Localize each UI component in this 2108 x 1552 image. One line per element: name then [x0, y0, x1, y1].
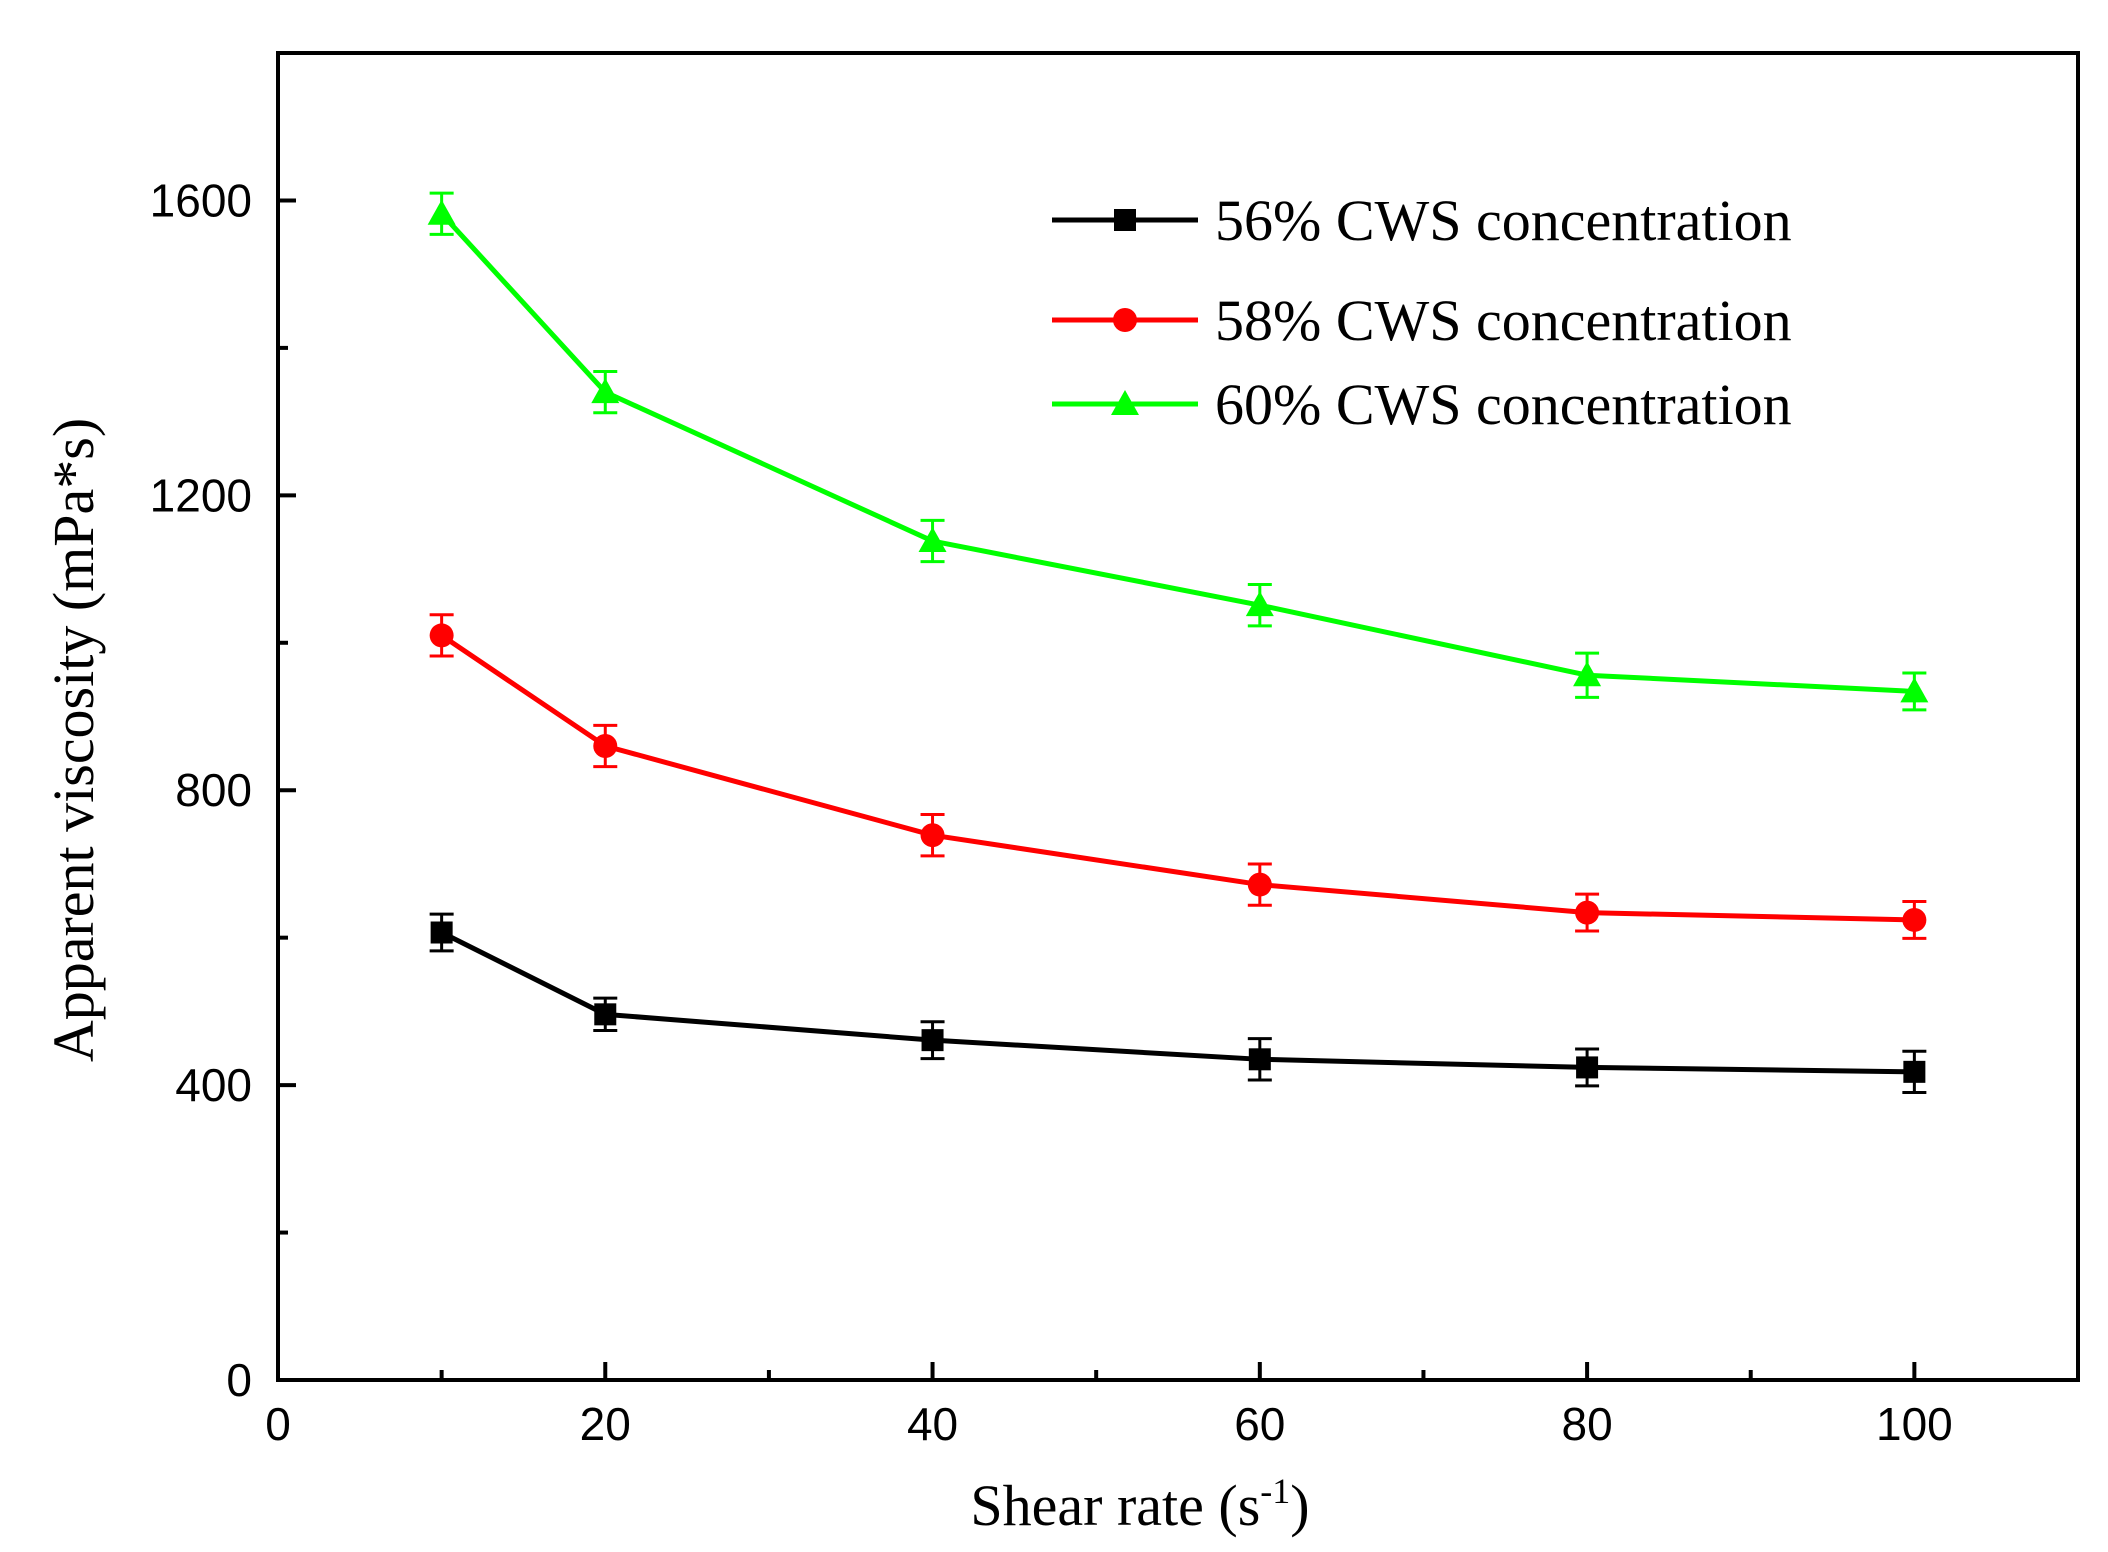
legend-item-2: 60% CWS concentration — [1052, 372, 1792, 437]
x-axis-title-main: Shear rate (s — [970, 1473, 1260, 1538]
data-point — [920, 823, 945, 848]
y-tick-label: 1600 — [150, 174, 252, 226]
x-axis-title-close: ) — [1290, 1473, 1309, 1538]
legend-item-1: 58% CWS concentration — [1052, 288, 1792, 353]
legend-marker — [1114, 209, 1136, 231]
data-point — [430, 921, 453, 944]
y-tick-label: 0 — [226, 1354, 252, 1406]
axes: 0 20 40 60 80 100 0 400 800 1200 1600 — [150, 174, 2080, 1450]
legend-label: 56% CWS concentration — [1215, 188, 1792, 253]
data-point — [1573, 661, 1602, 687]
legend-label: 60% CWS concentration — [1215, 372, 1792, 437]
data-point — [1903, 1060, 1926, 1083]
data-point — [594, 1003, 617, 1026]
series-line — [440, 633, 1915, 923]
legend-marker — [1111, 390, 1139, 415]
data-point — [591, 378, 620, 404]
x-tick-label: 40 — [907, 1398, 958, 1450]
series-1 — [429, 613, 1927, 940]
legend-label: 58% CWS concentration — [1215, 288, 1792, 353]
data-point — [1245, 591, 1274, 617]
data-point — [921, 1029, 944, 1052]
series-layer — [427, 191, 1929, 1094]
data-point — [593, 733, 618, 758]
y-tick-label: 1200 — [150, 469, 252, 521]
data-point — [918, 527, 947, 553]
x-tick-label: 20 — [580, 1398, 631, 1450]
series-0 — [429, 912, 1927, 1094]
y-axis-title: Apparent viscosity (mPa*s) — [41, 418, 106, 1062]
data-point — [1575, 900, 1600, 925]
data-point — [1902, 907, 1927, 932]
series-2 — [427, 191, 1929, 712]
x-tick-label: 60 — [1234, 1398, 1285, 1450]
series-line — [439, 212, 1915, 694]
x-tick-label: 0 — [265, 1398, 291, 1450]
x-axis-title: Shear rate (s-1) — [970, 1471, 1309, 1538]
x-axis-title-sup: -1 — [1260, 1471, 1290, 1511]
legend-marker — [1113, 308, 1137, 332]
data-point — [429, 623, 454, 648]
series-line — [440, 930, 1915, 1075]
data-point — [1900, 677, 1929, 703]
x-tick-label: 80 — [1562, 1398, 1613, 1450]
y-tick-label: 800 — [175, 764, 252, 816]
data-point — [1247, 872, 1272, 897]
plot-frame — [276, 51, 2080, 1382]
x-tick-label: 100 — [1876, 1398, 1953, 1450]
data-point — [1576, 1056, 1599, 1079]
legend: 56% CWS concentration 58% CWS concentrati… — [1052, 188, 1792, 437]
data-point — [1248, 1048, 1271, 1071]
legend-item-0: 56% CWS concentration — [1052, 188, 1792, 253]
data-point — [427, 199, 456, 225]
y-tick-label: 400 — [175, 1059, 252, 1111]
